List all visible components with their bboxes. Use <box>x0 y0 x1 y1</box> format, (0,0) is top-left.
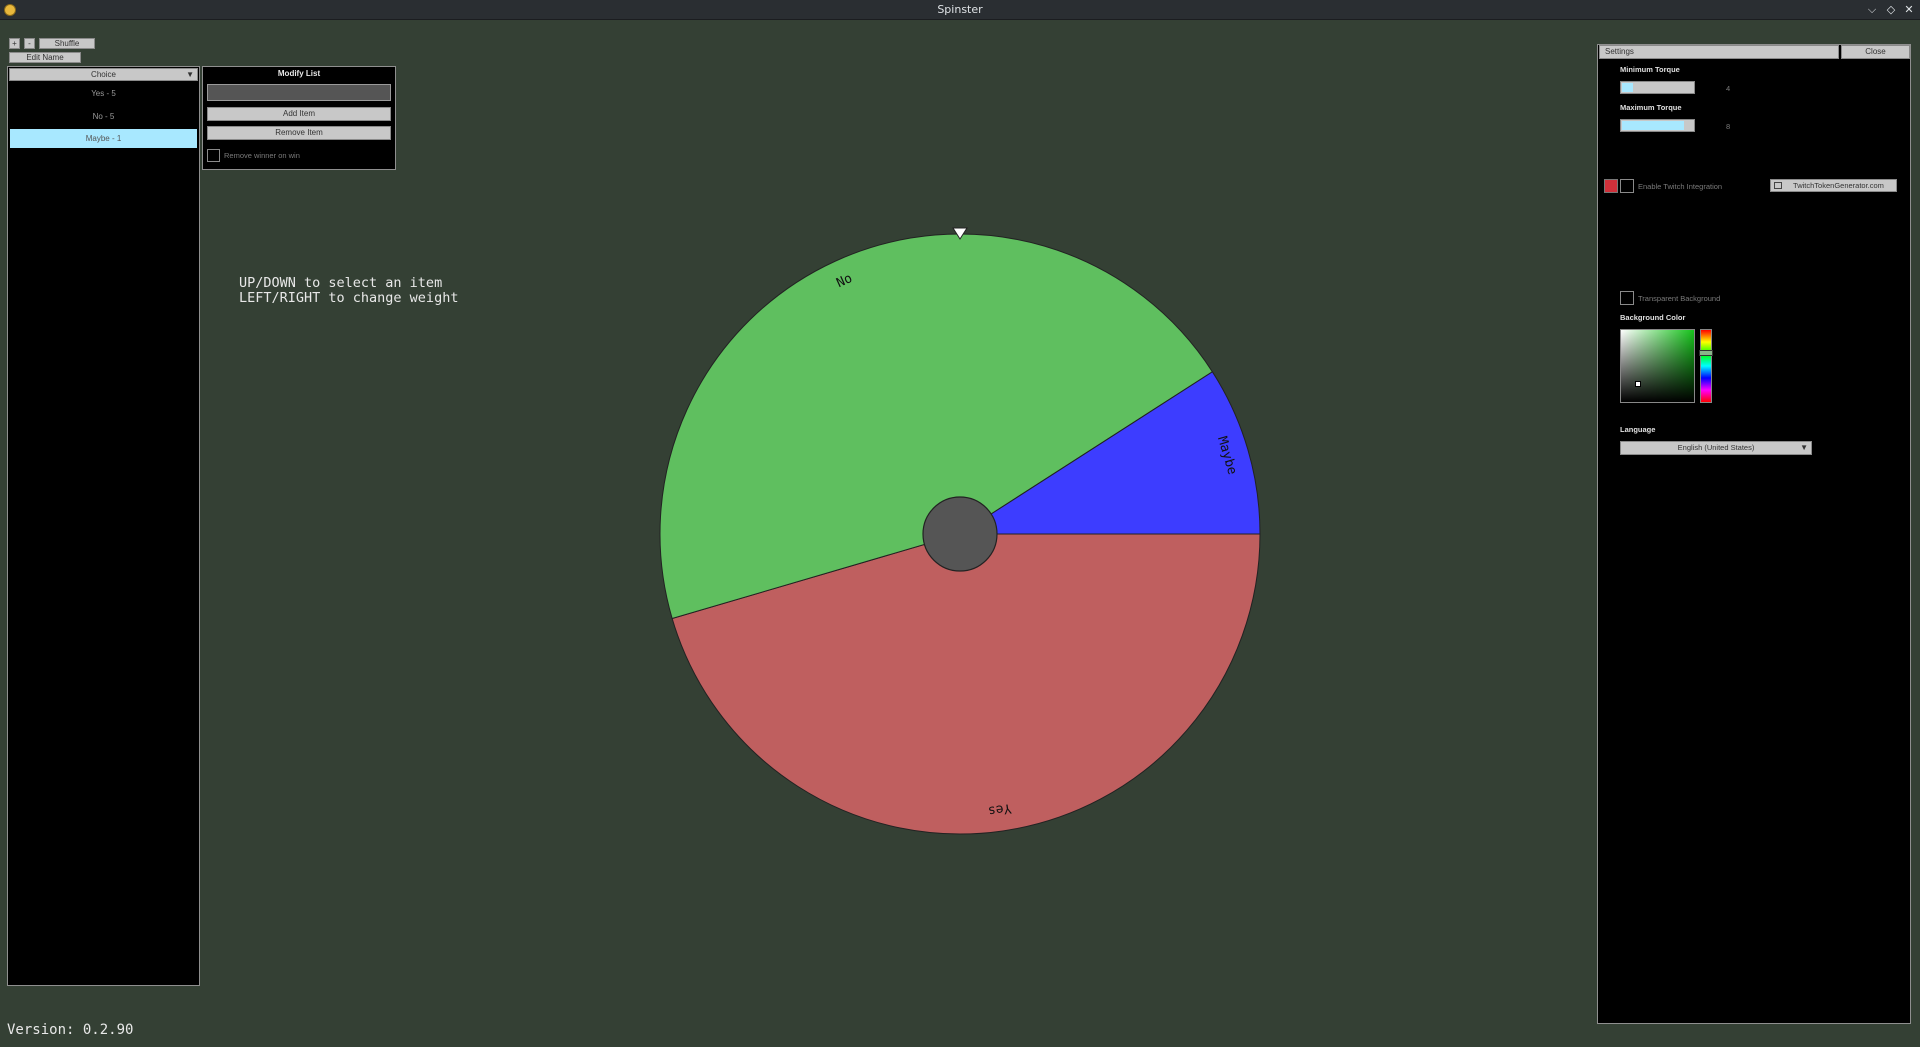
add-item-button[interactable]: Add Item <box>207 107 391 121</box>
shuffle-button[interactable]: Shuffle <box>39 38 95 49</box>
remove-winner-checkbox[interactable] <box>207 149 220 162</box>
controls-hint: UP/DOWN to select an item LEFT/RIGHT to … <box>239 276 458 306</box>
close-settings-button[interactable]: Close <box>1841 45 1910 59</box>
wheel-segment-no <box>659 233 1214 620</box>
chevron-down-icon: ▼ <box>1800 443 1808 452</box>
hue-slider[interactable] <box>1699 329 1713 403</box>
add-entry-button[interactable]: + <box>9 38 20 49</box>
hue-slider-handle[interactable] <box>1699 350 1713 356</box>
min-torque-label: Minimum Torque <box>1620 65 1680 74</box>
modify-list-panel: Modify List Add Item Remove Item Remove … <box>202 66 396 170</box>
twitch-token-button[interactable]: TwitchTokenGenerator.com <box>1770 179 1897 192</box>
transparent-background-checkbox[interactable] <box>1620 291 1634 305</box>
settings-panel: Settings Close Minimum Torque 4 Maximum … <box>1597 44 1911 1024</box>
twitch-integration-label: Enable Twitch Integration <box>1638 182 1723 191</box>
item-name-input[interactable] <box>207 84 391 101</box>
window-title: Spinster <box>937 3 983 16</box>
wheel-segment-maybe <box>958 371 1261 535</box>
wheel-label-yes: Yes <box>987 800 1012 818</box>
maximize-button[interactable]: ◇ <box>1886 3 1896 16</box>
chevron-down-icon: ▼ <box>186 70 194 79</box>
min-torque-value: 4 <box>1726 84 1731 93</box>
list-item-maybe[interactable]: Maybe - 1 <box>10 129 197 148</box>
max-torque-fill <box>1622 121 1685 130</box>
color-picker-cursor[interactable] <box>1635 381 1641 387</box>
twitch-integration-checkbox[interactable] <box>1620 179 1634 193</box>
twitch-token-button-label: TwitchTokenGenerator.com <box>1793 181 1884 190</box>
wheel-segment-yes <box>671 533 1261 835</box>
max-torque-label: Maximum Torque <box>1620 103 1682 112</box>
list-dropdown-value: Choice <box>91 70 116 79</box>
wheel-segments <box>659 233 1261 835</box>
language-dropdown-value: English (United States) <box>1677 443 1755 452</box>
edit-name-button[interactable]: Edit Name <box>9 52 81 63</box>
wheel-pointer-icon <box>952 227 968 240</box>
remove-item-button[interactable]: Remove Item <box>207 126 391 140</box>
list-dropdown[interactable]: Choice ▼ <box>9 68 198 81</box>
max-torque-value: 8 <box>1726 122 1731 131</box>
settings-tab[interactable]: Settings <box>1599 45 1839 59</box>
transparent-background-label: Transparent Background <box>1638 294 1721 303</box>
link-icon <box>1774 182 1782 189</box>
remove-winner-label: Remove winner on win <box>224 151 300 160</box>
wheel-hub[interactable] <box>922 496 998 572</box>
color-picker-area[interactable] <box>1620 329 1695 403</box>
list-item-no[interactable]: No - 5 <box>92 112 115 121</box>
language-label: Language <box>1620 425 1656 434</box>
max-torque-slider[interactable] <box>1620 119 1695 132</box>
background-color-label: Background Color <box>1620 313 1686 322</box>
list-item-yes[interactable]: Yes - 5 <box>91 89 116 98</box>
hint-line-2: LEFT/RIGHT to change weight <box>239 290 459 306</box>
hint-line-1: UP/DOWN to select an item <box>239 275 443 291</box>
twitch-status-indicator <box>1604 179 1618 193</box>
version-label: Version: 0.2.90 <box>7 1022 134 1038</box>
modify-list-title: Modify List <box>277 69 321 78</box>
min-torque-slider[interactable] <box>1620 81 1695 94</box>
min-torque-fill <box>1622 83 1633 92</box>
items-list-panel: Choice ▼ Yes - 5 No - 5 Maybe - 1 <box>7 66 200 986</box>
remove-entry-button[interactable]: - <box>24 38 35 49</box>
wheel-label-no: No <box>834 271 854 291</box>
close-window-button[interactable]: ✕ <box>1904 3 1914 16</box>
app-icon <box>4 4 16 16</box>
minimize-button[interactable]: ⌵ <box>1867 3 1877 16</box>
language-dropdown[interactable]: English (United States) ▼ <box>1620 441 1812 455</box>
title-bar: Spinster ⌵ ◇ ✕ <box>0 0 1920 20</box>
